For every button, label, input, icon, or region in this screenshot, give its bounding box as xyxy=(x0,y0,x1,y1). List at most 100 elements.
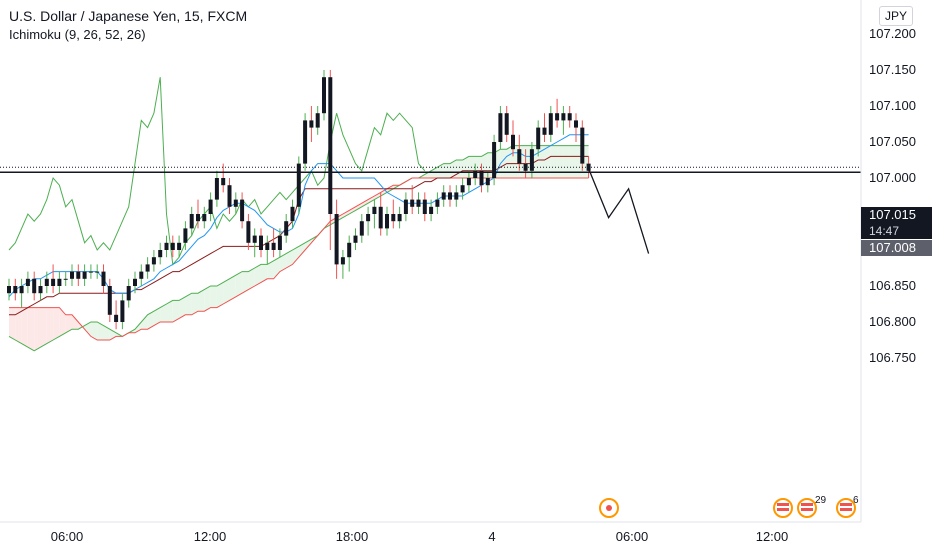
cloud-segment xyxy=(242,271,249,294)
candle-body xyxy=(177,242,182,250)
candle-body xyxy=(246,221,251,243)
currency-badge[interactable]: JPY xyxy=(879,6,913,26)
candle-body xyxy=(164,242,169,250)
candle-body xyxy=(133,278,137,286)
candle-body xyxy=(88,271,93,273)
cloud-segment xyxy=(103,325,110,340)
symbol-title: U.S. Dollar / Japanese Yen, 15, FXCM xyxy=(9,8,248,24)
y-tick-label: 106.750 xyxy=(869,350,916,365)
candle-body xyxy=(511,134,515,150)
cloud-segment xyxy=(349,206,356,214)
cloud-segment xyxy=(550,145,558,178)
cloud-segment xyxy=(544,145,551,178)
event-markers[interactable]: 29 6 xyxy=(599,495,859,518)
candle-body xyxy=(466,178,471,186)
cloud-segment xyxy=(305,239,312,250)
candle-body xyxy=(265,242,270,250)
cloud-segment xyxy=(97,322,104,340)
next-count: 6 xyxy=(853,495,859,506)
candle-body xyxy=(107,286,112,315)
cloud-segment xyxy=(279,253,287,272)
flag-stripe xyxy=(801,508,813,511)
axes: 107.200107.150107.100107.050107.000106.9… xyxy=(0,0,916,544)
candle-body xyxy=(76,271,81,279)
flag-stripe xyxy=(840,503,852,506)
candle-body xyxy=(271,242,276,250)
candle-body xyxy=(347,242,352,258)
marker-dot xyxy=(606,505,612,511)
candle-body xyxy=(353,235,358,243)
cloud-segment xyxy=(292,246,299,265)
cloud-segment xyxy=(538,145,545,178)
candle-body xyxy=(473,170,478,178)
candle-body xyxy=(303,120,308,164)
candle-body xyxy=(145,264,150,272)
flag-stripe xyxy=(801,503,813,506)
cloud-segment xyxy=(342,210,350,218)
cloud-segment xyxy=(223,278,230,304)
y-tick-label: 106.850 xyxy=(869,278,916,293)
x-tick-label: 12:00 xyxy=(756,529,789,544)
cloud-segment xyxy=(450,160,457,178)
cloud-segment xyxy=(355,203,362,211)
candle-body xyxy=(504,113,509,135)
bar-countdown: 14:47 xyxy=(869,224,900,238)
cloud-segment xyxy=(34,307,41,351)
candle-body xyxy=(529,149,534,171)
cloud-segment xyxy=(254,264,261,286)
candle-body xyxy=(334,214,339,265)
candle-body xyxy=(561,113,566,121)
y-tick-label: 107.150 xyxy=(869,62,916,77)
candle-body xyxy=(57,278,62,286)
cloud-segment xyxy=(204,286,211,312)
y-tick-label: 107.200 xyxy=(869,26,916,41)
senkou-span-a-line xyxy=(8,145,589,352)
cloud-segment xyxy=(53,307,60,340)
cloud-segment xyxy=(72,314,79,330)
cloud-segment xyxy=(15,307,22,344)
cloud-segment xyxy=(179,296,186,319)
candle-body xyxy=(208,199,213,214)
cloud-segment xyxy=(210,286,217,308)
candle-body xyxy=(38,286,43,294)
cloud-segment xyxy=(198,289,205,312)
cloud-segment xyxy=(267,260,274,279)
cloud-segment xyxy=(160,304,167,322)
candle-body xyxy=(170,242,175,250)
cloud-segment xyxy=(147,311,154,330)
earnings-count: 29 xyxy=(815,495,827,506)
chikou-span-line xyxy=(8,77,426,266)
cloud-segment xyxy=(298,242,306,258)
candle-body xyxy=(101,271,106,286)
candle-body xyxy=(567,113,572,121)
x-tick-label: 12:00 xyxy=(194,529,227,544)
candle-body xyxy=(126,286,131,301)
candle-body xyxy=(397,214,402,222)
cloud-segment xyxy=(185,293,192,315)
candle-body xyxy=(391,214,396,222)
indicator-legend[interactable]: Ichimoku (9, 26, 52, 26) xyxy=(9,27,146,42)
candle-body xyxy=(410,199,415,207)
price-lines xyxy=(0,166,861,254)
cloud-segment xyxy=(456,160,463,178)
cloud-segment xyxy=(261,264,268,283)
cloud-segment xyxy=(141,314,148,330)
candle-body xyxy=(233,199,238,207)
flag-stripe xyxy=(777,503,789,506)
projection-path xyxy=(587,168,650,254)
candle-body xyxy=(448,192,452,200)
candle-body xyxy=(454,192,459,200)
candle-body xyxy=(372,206,377,214)
candle-body xyxy=(517,149,522,164)
candles xyxy=(7,70,591,330)
cloud-segment xyxy=(191,293,198,315)
candle-body xyxy=(139,271,144,279)
candle-body xyxy=(315,113,320,128)
candle-body xyxy=(309,120,314,128)
flag-marker-2 xyxy=(797,498,817,518)
x-tick-label: 4 xyxy=(488,529,495,544)
candle-body xyxy=(542,127,547,135)
cloud-segment xyxy=(500,149,507,178)
cloud-segment xyxy=(9,307,16,340)
